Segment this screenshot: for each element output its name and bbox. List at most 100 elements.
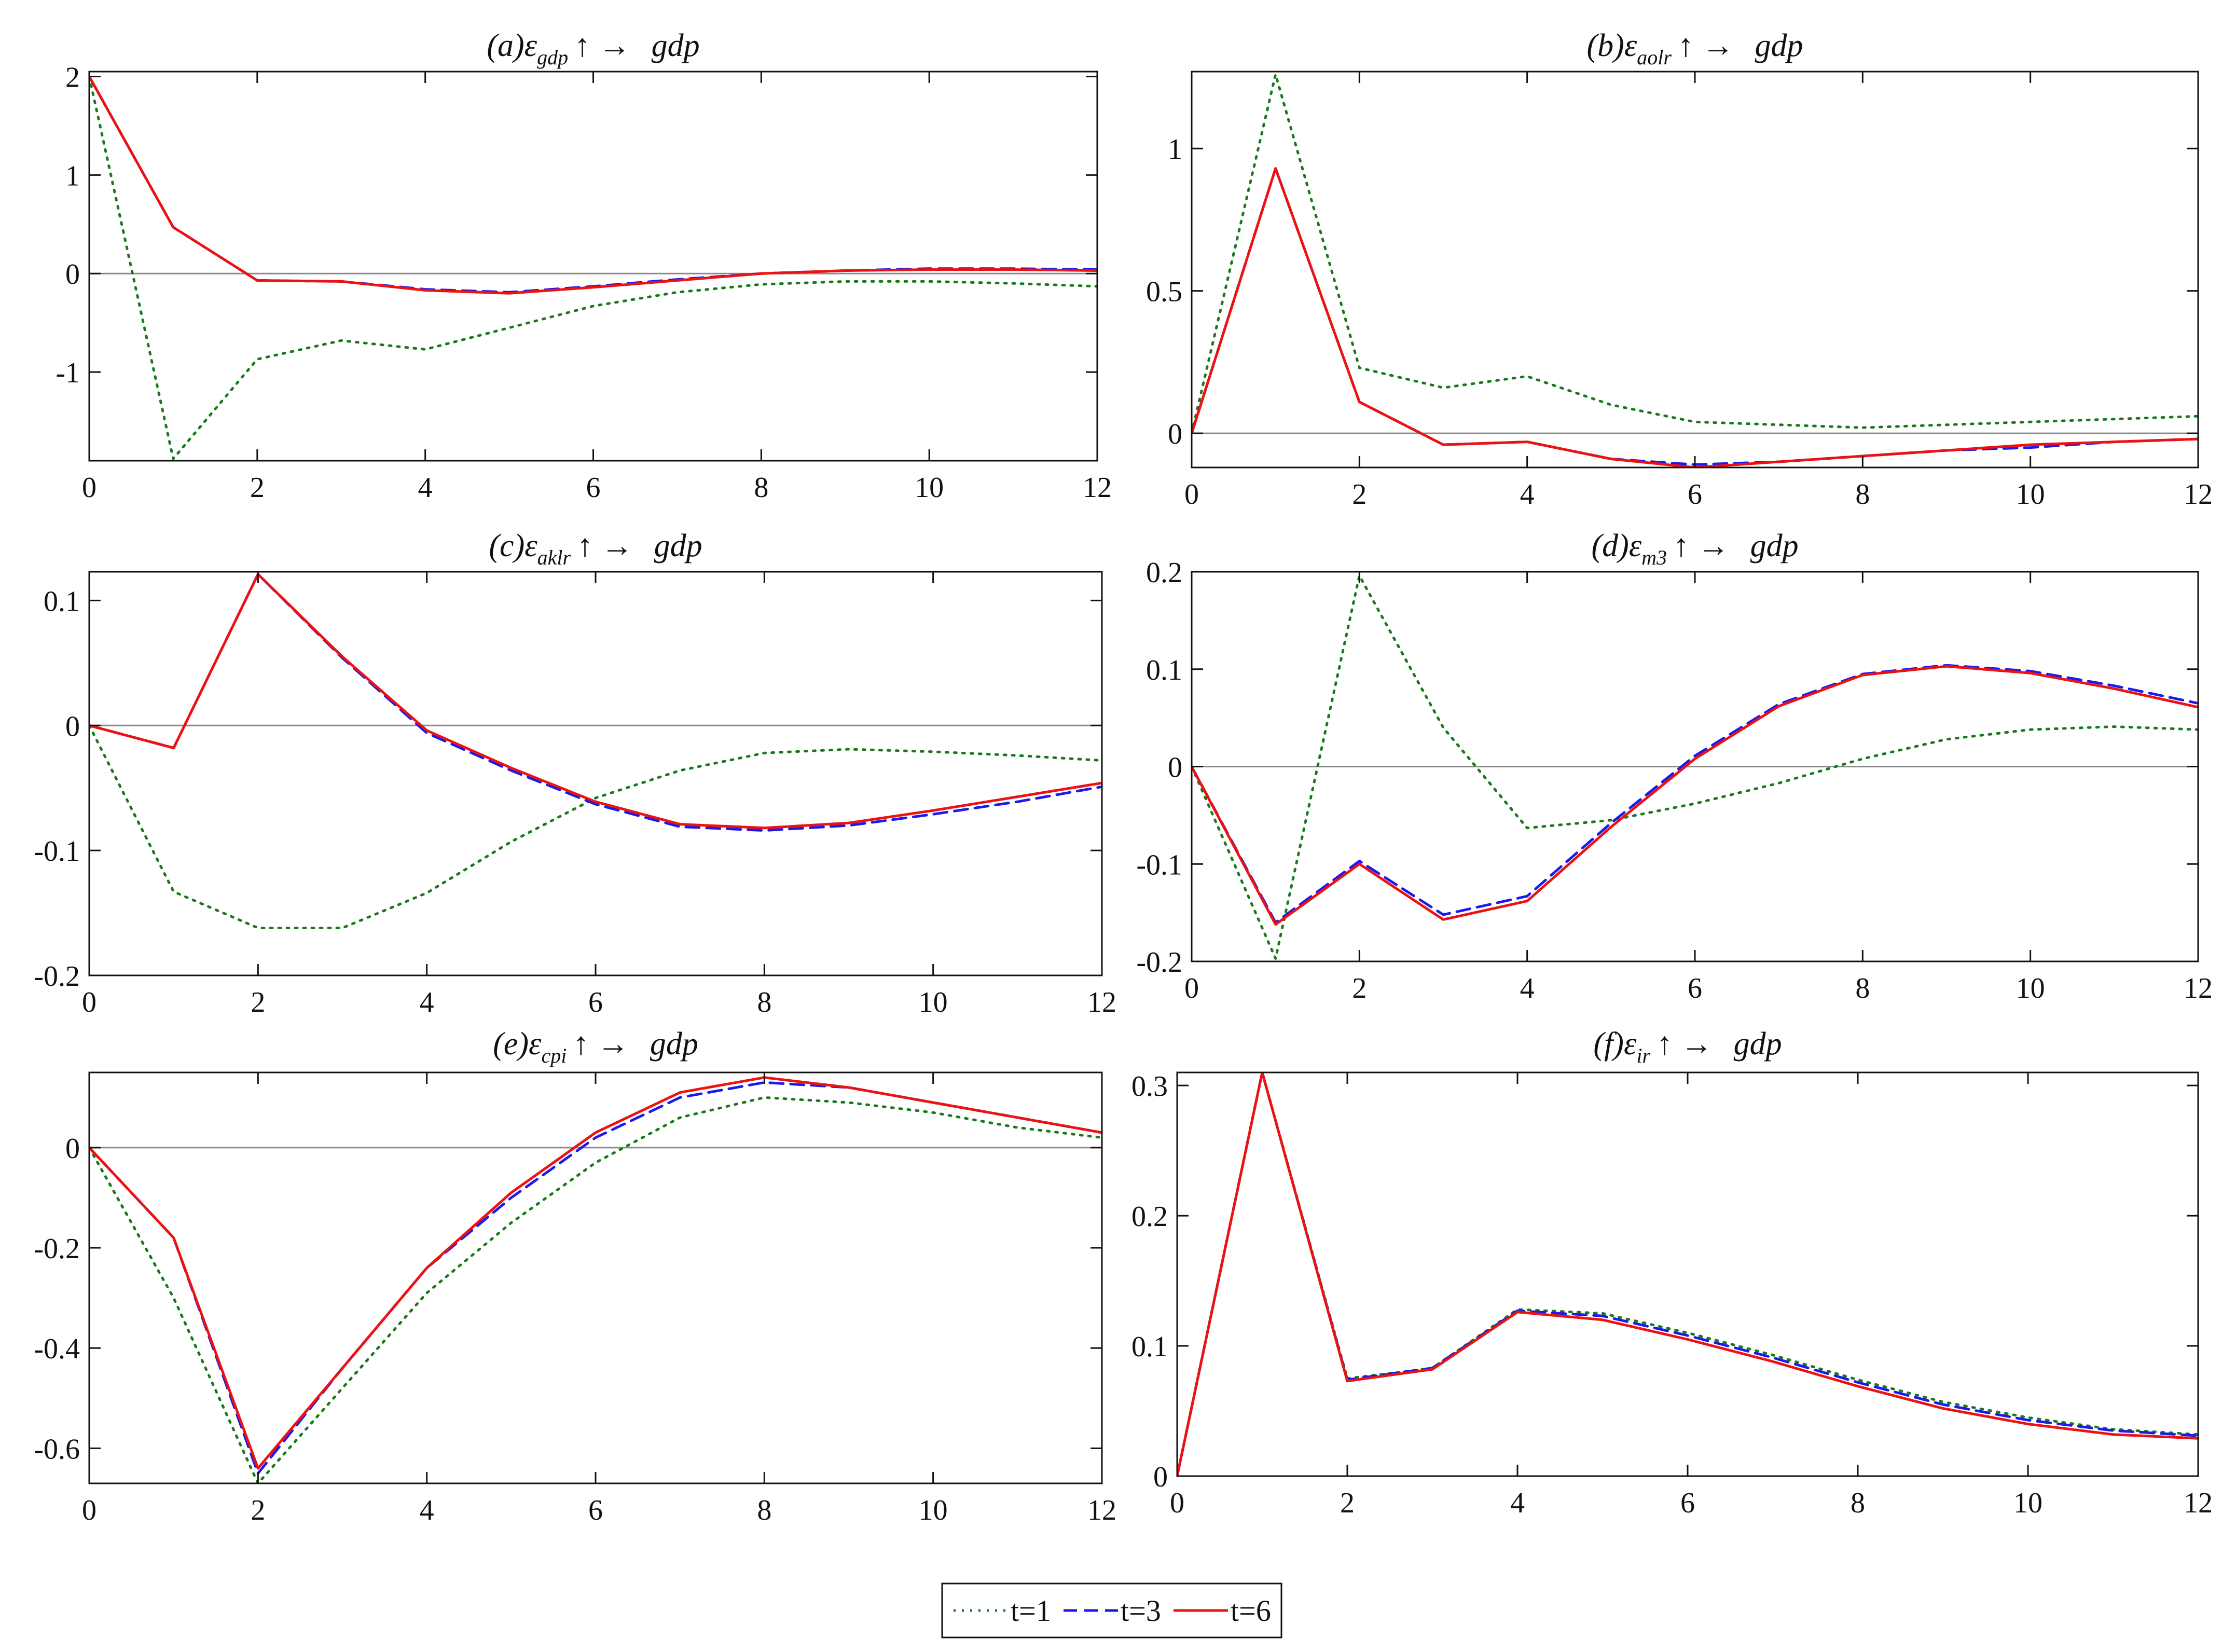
chart-title-target: gdp (1734, 1026, 1782, 1062)
y-tick-label: -0.2 (1136, 946, 1182, 979)
y-tick-label: 1 (1168, 133, 1182, 166)
chart-panel-e: 0 2 4 6 8 10 12 -0.6 -0.4 -0.2 0 (e)εcpi ↑ → gdp (34, 1026, 1116, 1526)
series-line-t3 (89, 75, 1097, 294)
chart-title-target: gdp (1755, 28, 1803, 63)
chart-title-eps: ε (1629, 528, 1642, 563)
x-tick-label: 0 (82, 472, 96, 504)
x-tick-label: 2 (250, 472, 265, 504)
x-tick-label: 4 (1520, 478, 1535, 511)
legend-label-t3: t=3 (1121, 1594, 1161, 1628)
series-line-t6 (1192, 167, 2198, 467)
chart-panel-f: 0 2 4 6 8 10 12 0 0.1 0.2 0.3 (f)εir ↑ → gdp (1131, 1026, 2213, 1519)
series-line-t3 (1192, 664, 2198, 924)
chart-title: (b)εaolr ↑ → gdp (1587, 28, 1803, 69)
chart-title: (e)εcpi ↑ → gdp (493, 1026, 698, 1067)
x-tick-label: 0 (82, 986, 96, 1018)
x-tick-label: 4 (420, 986, 434, 1018)
series-line-t1 (89, 75, 1097, 460)
x-tick-label: 6 (588, 1494, 603, 1526)
y-tick-label: 0 (1168, 418, 1182, 450)
series-line-t1 (1192, 574, 2198, 960)
chart-title-prefix: (e) (493, 1026, 529, 1062)
y-tick-label: 1 (65, 160, 80, 192)
y-tick-label: 0 (65, 710, 80, 742)
chart-title-eps: ε (1624, 28, 1637, 63)
x-tick-label: 6 (1688, 478, 1702, 511)
x-tick-label: 10 (2013, 1487, 2042, 1519)
y-tick-label: -0.4 (34, 1333, 80, 1365)
chart-title-prefix: (b) (1587, 28, 1624, 63)
series-line-t1 (89, 724, 1102, 929)
axes-frame (88, 571, 1103, 976)
x-tick-label: 12 (2184, 972, 2213, 1004)
x-tick-label: 12 (1087, 1494, 1116, 1526)
x-tick-label: 10 (915, 472, 944, 504)
chart-title-target: gdp (650, 1026, 698, 1062)
x-tick-label: 6 (1688, 972, 1702, 1004)
series-line-t1 (89, 1096, 1102, 1483)
chart-title-target: gdp (652, 28, 700, 63)
y-tick-label: 0.2 (1131, 1201, 1168, 1233)
x-tick-label: 8 (757, 986, 771, 1018)
y-tick-label: -0.2 (34, 960, 80, 993)
chart-title-target: gdp (1750, 528, 1799, 563)
chart-title-arrow: ↑ → (577, 528, 633, 563)
axes-frame (88, 71, 1098, 462)
y-tick-label: 0.1 (1131, 1331, 1168, 1363)
x-tick-label: 2 (251, 1494, 265, 1526)
series-line-t6 (89, 75, 1097, 295)
x-tick-label: 2 (1352, 972, 1367, 1004)
x-tick-label: 0 (82, 1494, 96, 1526)
y-tick-label: 0.5 (1146, 276, 1182, 308)
chart-title-sub: m3 (1641, 546, 1667, 569)
y-tick-label: 0.2 (1146, 557, 1182, 589)
x-tick-label: 10 (2016, 972, 2045, 1004)
chart-title-sub: cpi (541, 1044, 567, 1067)
y-tick-label: 0 (1153, 1461, 1168, 1493)
axes-frame (1191, 71, 2199, 469)
y-tick-label: 0.3 (1131, 1070, 1168, 1103)
x-tick-label: 2 (1352, 478, 1367, 511)
legend-label-t6: t=6 (1231, 1594, 1271, 1628)
chart-title-arrow: ↑ → (1678, 28, 1734, 63)
series-line-t1 (1177, 1072, 2198, 1476)
chart-title-eps: ε (1624, 1026, 1637, 1062)
chart-title: (f)εir ↑ → gdp (1593, 1026, 1782, 1067)
series-line-t3 (89, 573, 1102, 832)
x-tick-label: 6 (1680, 1487, 1695, 1519)
chart-title-arrow: ↑ → (1657, 1026, 1713, 1062)
series-line-t1 (1192, 73, 2198, 435)
series-line-t6 (1192, 665, 2198, 926)
x-tick-label: 8 (1851, 1487, 1865, 1519)
legend-label-t1: t=1 (1011, 1594, 1051, 1628)
x-tick-label: 0 (1184, 478, 1199, 511)
y-tick-label: 0 (65, 1133, 80, 1165)
x-tick-label: 4 (418, 472, 433, 504)
chart-title-eps: ε (525, 28, 537, 63)
x-tick-label: 12 (2184, 1487, 2213, 1519)
x-tick-label: 8 (1855, 478, 1870, 511)
x-tick-label: 6 (586, 472, 601, 504)
x-tick-label: 2 (1340, 1487, 1355, 1519)
x-tick-label: 12 (2184, 478, 2213, 511)
y-tick-label: 0.1 (44, 585, 80, 617)
x-tick-label: 4 (1520, 972, 1535, 1004)
axes-frame (1176, 1071, 2199, 1477)
y-tick-label: -0.6 (34, 1433, 80, 1465)
chart-title-prefix: (d) (1591, 528, 1628, 563)
x-tick-label: 2 (251, 986, 265, 1018)
x-tick-label: 10 (919, 1494, 948, 1526)
chart-title-sub: ir (1636, 1044, 1650, 1067)
chart-panel-d: 0 2 4 6 8 10 12 -0.2 -0.1 0 0.1 0.2 (d)εm3 ↑ → gdp (1136, 528, 2213, 1004)
y-tick-label: -0.1 (34, 835, 80, 868)
chart-title-eps: ε (525, 528, 537, 563)
chart-title-arrow: ↑ → (573, 1026, 629, 1062)
x-tick-label: 0 (1184, 972, 1199, 1004)
series-line-t6 (89, 1076, 1102, 1470)
chart-title-target: gdp (654, 528, 702, 563)
x-tick-label: 12 (1083, 472, 1112, 504)
y-tick-label: 2 (65, 61, 80, 93)
chart-title-arrow: ↑ → (574, 28, 631, 63)
x-tick-label: 10 (2016, 478, 2045, 511)
